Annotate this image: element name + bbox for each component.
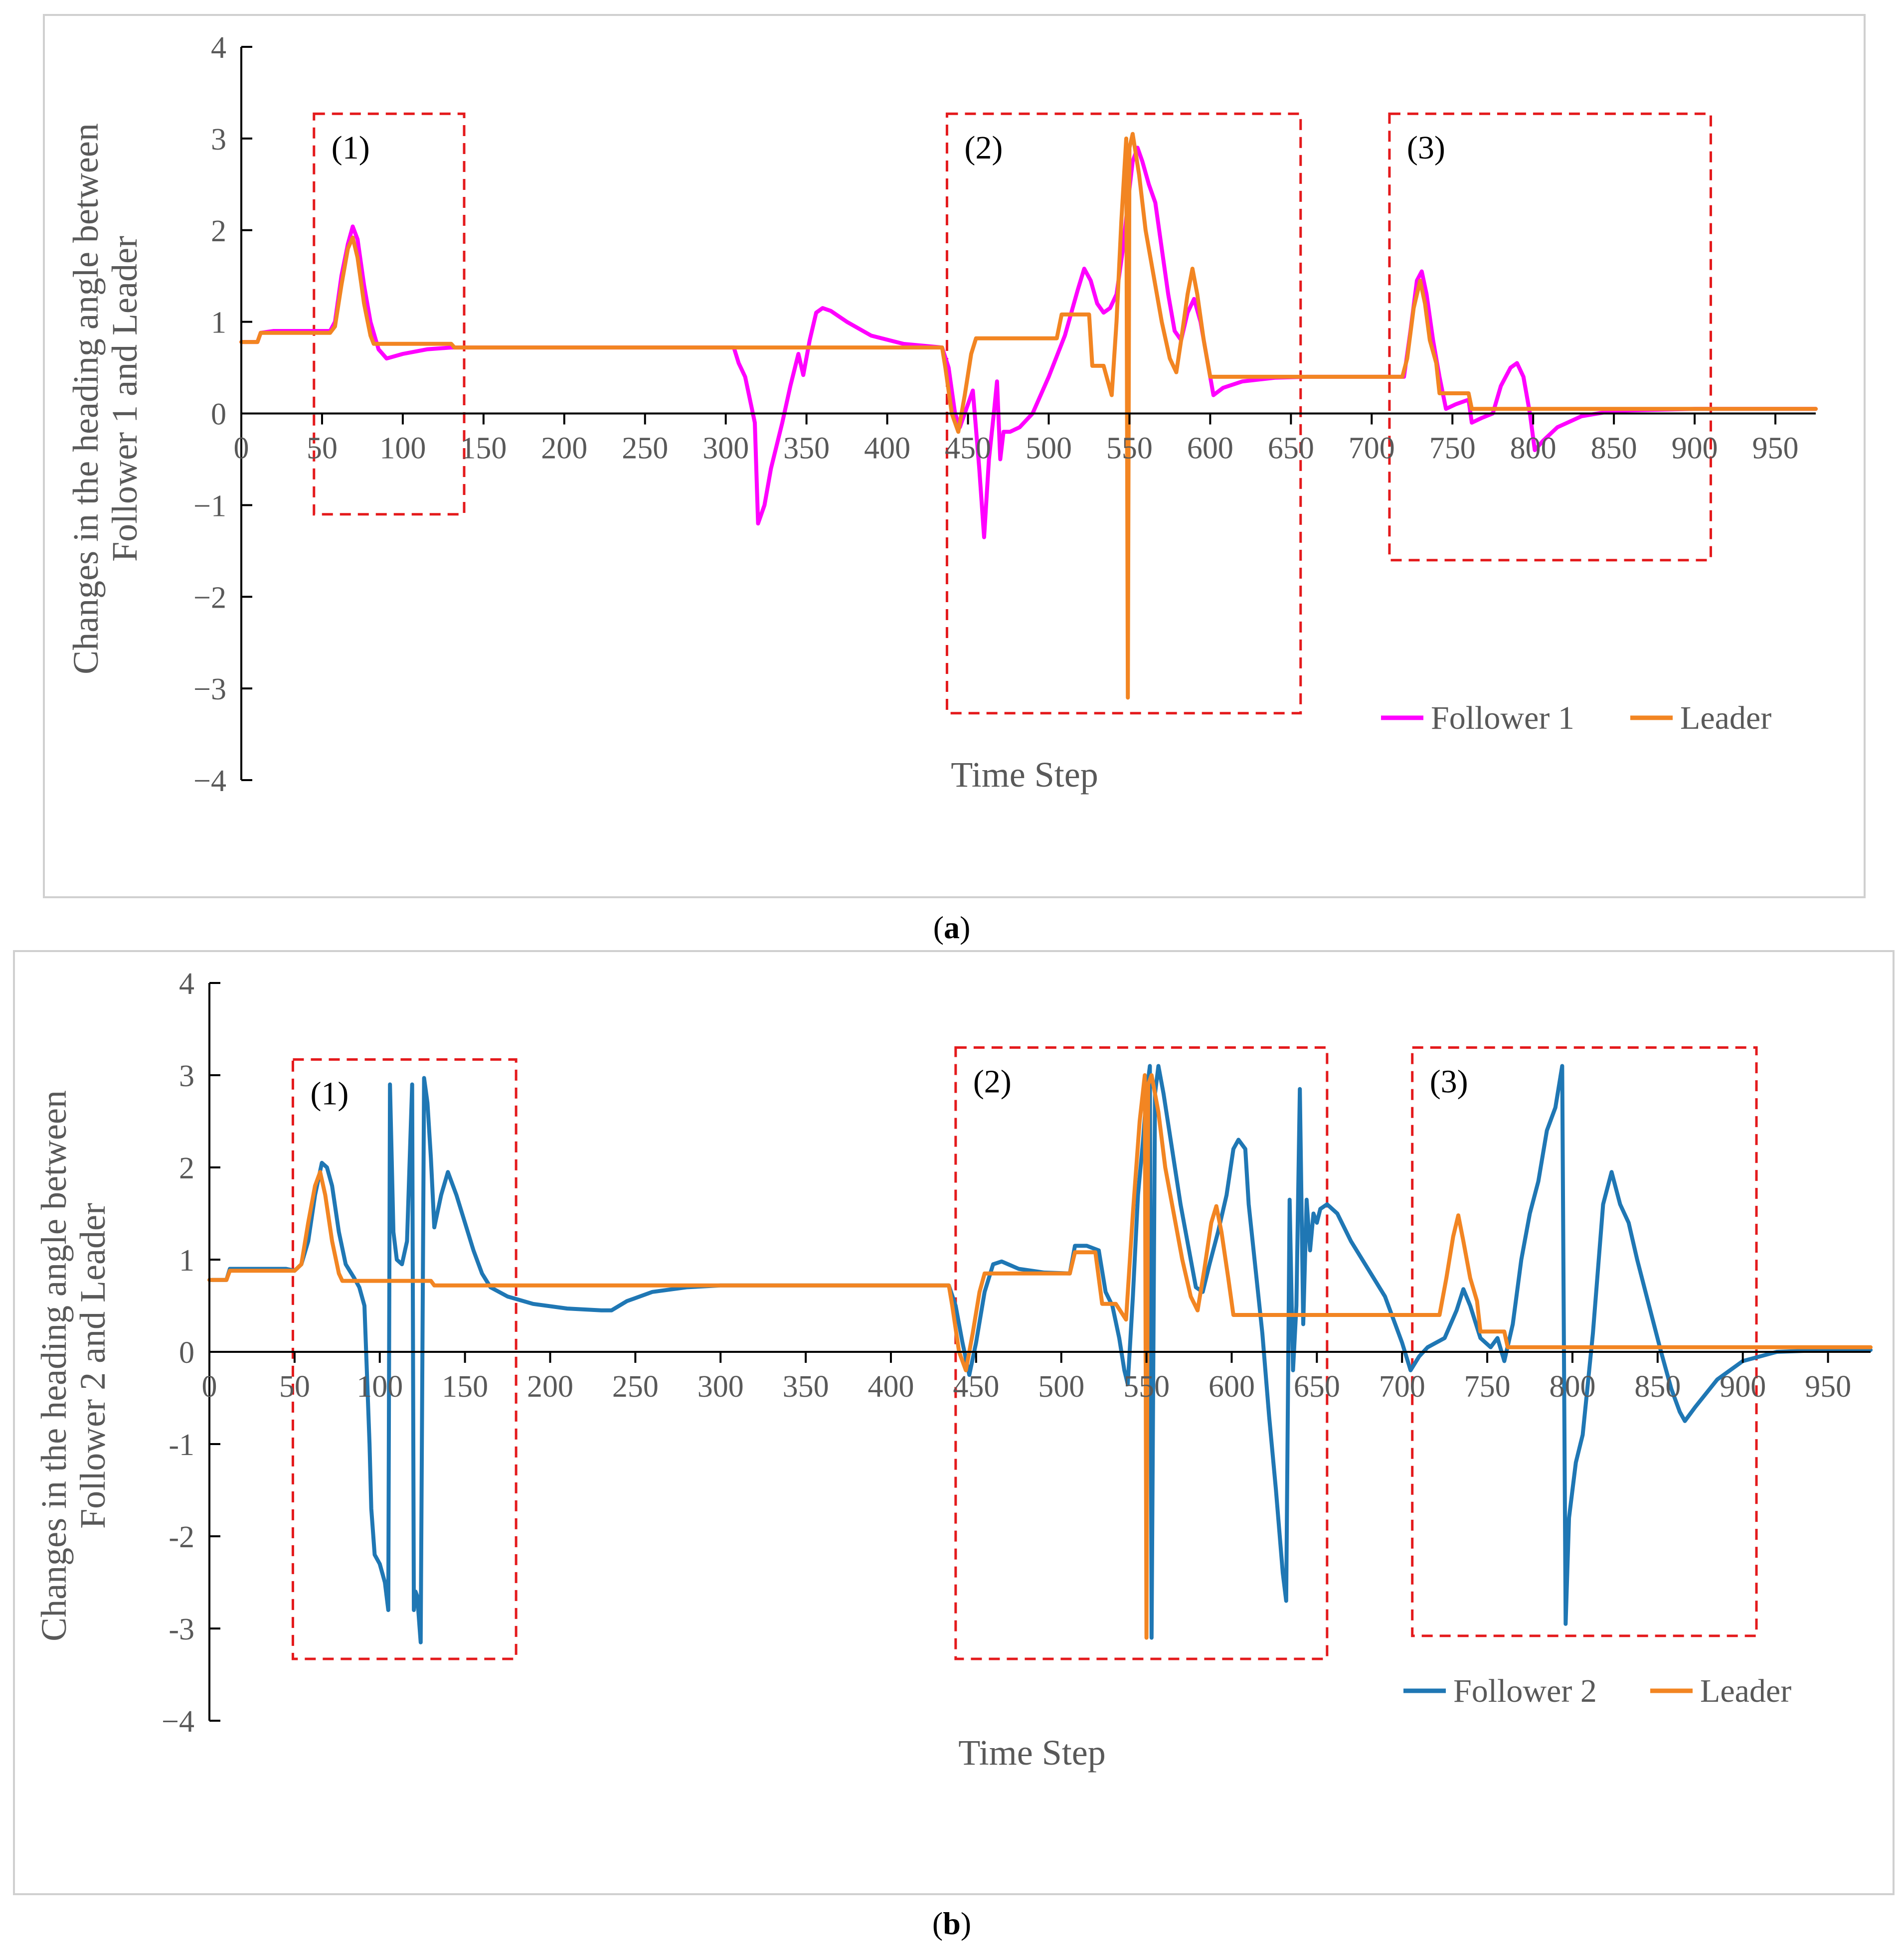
x-tick-label: 600	[1209, 1370, 1255, 1404]
y-tick-label: 2	[211, 214, 226, 248]
x-tick-label: 250	[612, 1370, 659, 1404]
y-tick-label: −4	[193, 764, 226, 798]
x-tick-label: 150	[442, 1370, 488, 1404]
y-axis-label-line2-a: Follower 1 and Leader	[105, 236, 145, 562]
x-tick-label: 750	[1464, 1370, 1511, 1404]
x-tick-label: 0	[202, 1370, 217, 1404]
y-axis-label-line1-a: Changes in the heading angle between	[66, 123, 106, 674]
x-axis-label-b: Time Step	[958, 1733, 1105, 1773]
x-tick-label: 250	[622, 432, 668, 466]
x-tick-label: 50	[307, 432, 338, 466]
x-tick-label: 300	[697, 1370, 744, 1404]
y-tick-label: 1	[179, 1244, 194, 1278]
highlight-box-1	[291, 1058, 518, 1660]
x-tick-label: 650	[1294, 1370, 1340, 1404]
x-tick-label: 900	[1720, 1370, 1766, 1404]
x-tick-label: 850	[1591, 432, 1637, 466]
highlight-box-3	[1388, 112, 1712, 562]
x-tick-label: 50	[279, 1370, 310, 1404]
y-tick-label: 0	[179, 1336, 194, 1370]
series-lines-a	[239, 132, 1818, 700]
y-tick-label: 4	[211, 31, 226, 65]
y-tick-label: 2	[179, 1151, 194, 1185]
chart-frame-a	[43, 14, 1866, 898]
y-axis-label-line2-b: Follower 2 and Leader	[73, 1203, 113, 1529]
x-tick-label: 500	[1026, 432, 1072, 466]
series-line-leader	[207, 1073, 1873, 1640]
chart-frame-b	[13, 950, 1895, 1895]
panel-label-a: (a)	[933, 910, 971, 945]
x-tick-label: 100	[379, 432, 426, 466]
x-tick-label: 750	[1429, 432, 1476, 466]
x-tick-label: 100	[356, 1370, 403, 1404]
y-tick-label: 3	[179, 1059, 194, 1093]
x-tick-label: 950	[1752, 432, 1799, 466]
y-tick-label: −1	[193, 489, 226, 523]
y-tick-label: -3	[169, 1613, 194, 1646]
x-tick-label: 800	[1549, 1370, 1595, 1404]
legend-b: Follower 2 Leader	[1403, 1673, 1791, 1709]
x-tick-label: 350	[783, 432, 830, 466]
highlight-box-label-2: (2)	[964, 130, 1003, 166]
y-tick-label: 4	[179, 967, 194, 1001]
y-tick-label: −2	[193, 581, 226, 615]
x-tick-label: 900	[1672, 432, 1718, 466]
y-tick-label: 3	[211, 123, 226, 157]
x-tick-label: 500	[1038, 1370, 1084, 1404]
highlight-boxes-b: (1) (2) (3)	[291, 1046, 1758, 1660]
highlight-box-label-3: (3)	[1430, 1064, 1468, 1100]
legend-label: Follower 2	[1453, 1673, 1597, 1709]
series-line-follower-2	[207, 1064, 1873, 1644]
y-tick-label: -1	[169, 1428, 194, 1462]
x-tick-label: 700	[1379, 1370, 1425, 1404]
y-tick-label: −4	[162, 1705, 194, 1739]
highlight-box-label-2: (2)	[973, 1064, 1012, 1100]
highlight-box-label-1: (1)	[332, 130, 370, 166]
x-axis-label-a: Time Step	[951, 755, 1098, 795]
legend-label: Leader	[1680, 700, 1771, 736]
highlight-box-3	[1411, 1046, 1758, 1637]
highlight-box-2	[954, 1046, 1329, 1660]
highlight-box-label-3: (3)	[1407, 130, 1445, 166]
x-tick-label: 200	[541, 432, 587, 466]
series-line-leader	[239, 132, 1818, 700]
x-tick-label: 800	[1510, 432, 1557, 466]
x-tick-label: 150	[460, 432, 507, 466]
highlight-box-label-1: (1)	[310, 1076, 348, 1112]
x-tick-label: 850	[1634, 1370, 1681, 1404]
x-tick-label: 550	[1123, 1370, 1170, 1404]
x-tick-label: 400	[867, 1370, 914, 1404]
y-tick-label: 0	[211, 398, 226, 432]
x-tick-label: 450	[945, 432, 991, 466]
x-tick-label: 0	[234, 432, 249, 466]
y-tick-label: -2	[169, 1520, 194, 1554]
x-tick-label: 700	[1349, 432, 1395, 466]
x-tick-label: 350	[783, 1370, 829, 1404]
legend-a: Follower 1 Leader	[1381, 700, 1771, 736]
legend-label: Follower 1	[1431, 700, 1574, 736]
y-tick-label: 1	[211, 306, 226, 340]
x-tick-label: 550	[1106, 432, 1153, 466]
x-tick-label: 450	[953, 1370, 999, 1404]
x-tick-label: 950	[1805, 1370, 1851, 1404]
x-tick-label: 650	[1268, 432, 1314, 466]
y-axis-label-line1-b: Changes in the heading angle between	[34, 1090, 74, 1641]
legend-label: Leader	[1700, 1673, 1791, 1709]
x-tick-label: 600	[1187, 432, 1233, 466]
x-tick-label: 300	[702, 432, 749, 466]
x-tick-label: 400	[864, 432, 910, 466]
highlight-box-1	[313, 112, 466, 516]
x-tick-label: 200	[527, 1370, 573, 1404]
series-lines-b	[207, 1064, 1873, 1644]
y-tick-label: −3	[193, 672, 226, 706]
panel-label-b: (b)	[932, 1906, 971, 1941]
